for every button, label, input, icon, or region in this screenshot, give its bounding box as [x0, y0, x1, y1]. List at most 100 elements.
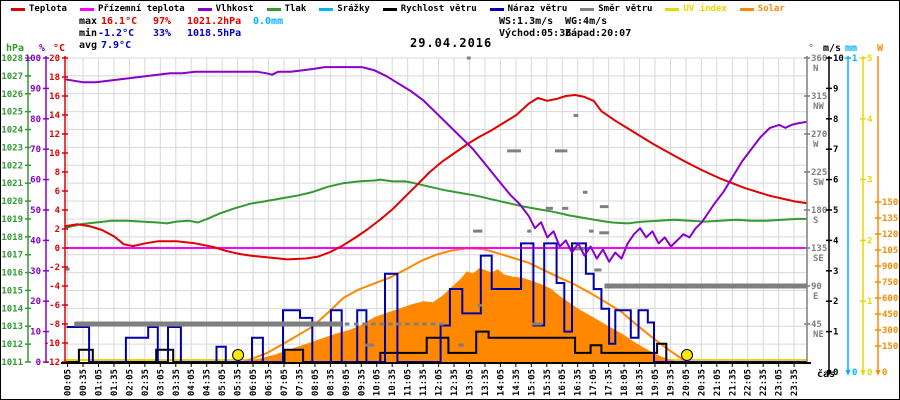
svg-text:1: 1	[852, 54, 857, 64]
svg-text:-12: -12	[44, 358, 60, 368]
legend-item-label: Rychlost větru	[400, 4, 477, 14]
svg-text:18: 18	[49, 73, 60, 83]
svg-text:4: 4	[55, 206, 61, 216]
series-wind-direction	[65, 56, 807, 347]
svg-text:čas: čas	[817, 368, 835, 380]
svg-text:-2: -2	[49, 263, 60, 273]
svg-text:900: 900	[882, 262, 898, 272]
svg-text:3: 3	[833, 267, 838, 277]
svg-text:1500: 1500	[882, 198, 900, 208]
svg-text:16:05: 16:05	[558, 369, 568, 396]
svg-text:03:05: 03:05	[156, 369, 166, 396]
svg-text:W: W	[813, 140, 819, 150]
svg-text:180: 180	[811, 206, 827, 216]
legend: Teplota Přízemní teplota Vlhkost Tlak Srážky…	[11, 4, 785, 14]
svg-text:%: %	[39, 43, 45, 54]
legend-item-label: Solar	[757, 4, 785, 14]
svg-text:0: 0	[36, 358, 41, 368]
svg-text:0: 0	[55, 244, 60, 254]
svg-text:20:35: 20:35	[697, 369, 707, 396]
time-axis: 00:05 00:35 01:05 01:35 02:05 02:35 03:05 03:35…	[61, 362, 835, 396]
series-wind-gust	[66, 242, 807, 363]
svg-text:18:35: 18:35	[636, 369, 646, 396]
stat-min-humidity: 33%	[153, 28, 172, 39]
svg-text:0: 0	[852, 368, 857, 378]
stat-min-pressure: 1018.5hPa	[187, 28, 242, 39]
svg-text:1019: 1019	[1, 215, 23, 225]
stat-max-humidity: 97%	[153, 16, 172, 27]
stat-avg-label: avg	[79, 40, 98, 51]
svg-text:6: 6	[55, 187, 60, 197]
svg-text:10:05: 10:05	[373, 369, 383, 396]
svg-text:mm: mm	[845, 43, 857, 54]
svg-text:-8: -8	[49, 320, 60, 330]
svg-text:21:35: 21:35	[728, 369, 738, 396]
series-color-dash	[665, 7, 680, 11]
svg-text:1018: 1018	[1, 233, 23, 243]
svg-text:NW: NW	[813, 102, 824, 112]
svg-text:1012: 1012	[1, 340, 23, 350]
svg-text:08:35: 08:35	[326, 369, 336, 396]
series-color-dash	[739, 7, 754, 11]
svg-text:17:05: 17:05	[589, 369, 599, 396]
svg-text:10:35: 10:35	[388, 369, 398, 396]
svg-text:2: 2	[833, 297, 838, 307]
svg-text:40: 40	[30, 236, 41, 246]
svg-text:1023: 1023	[1, 143, 23, 153]
svg-text:00:05: 00:05	[64, 369, 74, 396]
svg-text:14: 14	[49, 111, 60, 121]
svg-text:1016: 1016	[1, 269, 23, 279]
svg-text:1020: 1020	[1, 197, 23, 207]
svg-text:15:05: 15:05	[527, 369, 537, 396]
svg-text:m/s: m/s	[823, 43, 841, 54]
legend-item-wind-direction: Směr větru	[580, 4, 652, 14]
stat-max-rain: 0.0mm	[253, 16, 284, 27]
svg-text:S: S	[813, 216, 818, 226]
svg-text:1: 1	[867, 297, 872, 307]
svg-text:4: 4	[867, 115, 873, 125]
svg-text:150: 150	[882, 342, 898, 352]
svg-text:1: 1	[833, 328, 838, 338]
svg-text:NE: NE	[813, 330, 824, 340]
sun-marker-icon	[232, 349, 245, 361]
svg-text:1050: 1050	[882, 246, 900, 256]
stat-min-label: min	[79, 28, 98, 39]
svg-text:1027: 1027	[1, 72, 23, 82]
svg-text:18:05: 18:05	[620, 369, 630, 396]
svg-text:E: E	[813, 292, 818, 302]
stat-avg-temp: 7.9°C	[101, 40, 132, 51]
svg-text:01:35: 01:35	[110, 369, 120, 396]
svg-text:10: 10	[49, 149, 60, 159]
svg-text:8: 8	[833, 115, 838, 125]
svg-text:09:35: 09:35	[357, 369, 367, 396]
svg-text:100: 100	[25, 54, 41, 64]
svg-text:04:35: 04:35	[203, 369, 213, 396]
svg-text:02:35: 02:35	[141, 369, 151, 396]
legend-item-label: Srážky	[337, 4, 370, 14]
svg-text:1014: 1014	[1, 304, 23, 314]
svg-text:°: °	[808, 43, 814, 54]
svg-text:9: 9	[833, 84, 838, 94]
svg-text:20: 20	[49, 54, 60, 64]
svg-text:90: 90	[811, 282, 822, 292]
svg-text:1024: 1024	[1, 126, 23, 136]
svg-text:hPa: hPa	[6, 43, 24, 54]
svg-text:8: 8	[55, 168, 60, 178]
stat-wind-gust-max: WG:4m/s	[565, 16, 608, 27]
svg-text:00:35: 00:35	[79, 369, 89, 396]
svg-text:21:05: 21:05	[713, 369, 723, 396]
legend-item-uv: UV index	[665, 4, 727, 14]
series-color-dash	[197, 7, 212, 11]
svg-text:13:05: 13:05	[465, 369, 475, 396]
legend-item-label: Náraz větru	[507, 4, 568, 14]
svg-text:W: W	[877, 43, 884, 54]
svg-text:-10: -10	[44, 339, 60, 349]
svg-text:22:35: 22:35	[759, 369, 769, 396]
svg-text:06:35: 06:35	[265, 369, 275, 396]
svg-text:SW: SW	[813, 178, 824, 188]
series-temp	[64, 94, 808, 261]
series-wind-speed	[65, 330, 807, 363]
series-color-dash	[266, 7, 281, 11]
